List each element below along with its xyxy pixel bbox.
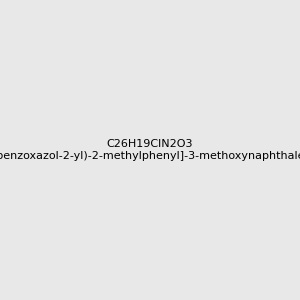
- Text: C26H19ClN2O3
N-[3-(5-chloro-1,3-benzoxazol-2-yl)-2-methylphenyl]-3-methoxynaphth: C26H19ClN2O3 N-[3-(5-chloro-1,3-benzoxaz…: [0, 139, 300, 161]
